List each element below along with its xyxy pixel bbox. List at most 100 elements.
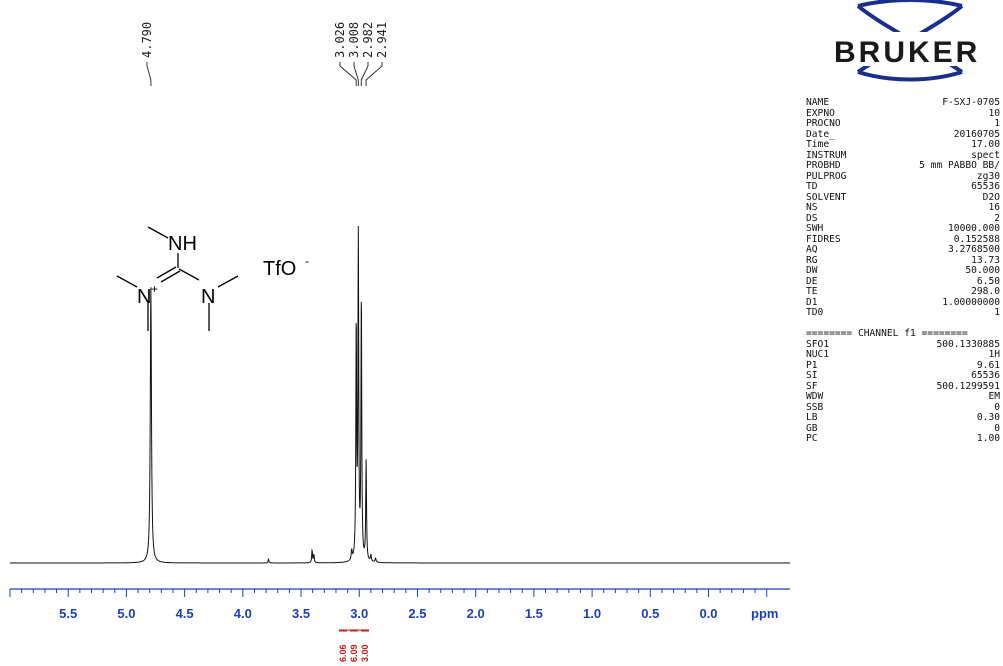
parameter-value: 0.152588 (953, 233, 1000, 245)
ppm-axis: ppm 5.5 5.0 4.5 4.0 3.5 3.0 2.5 2.0 1.5 1.0 0.5 0.0 (9, 588, 790, 621)
parameter-name: PC (806, 433, 818, 444)
parameter-value: 9.61 (976, 359, 1000, 371)
parameter-name: DW (806, 265, 818, 276)
axis-tick-label: 1.5 (525, 606, 543, 621)
parameter-name: NUC1 (806, 349, 830, 360)
peak-label: 3.008 (347, 22, 361, 86)
parameter-row: SI 65536 (806, 370, 1003, 382)
parameter-name: SF (806, 380, 818, 392)
parameter-name: AQ (806, 244, 818, 255)
atom-charge-plus: + (151, 282, 158, 296)
parameter-name: TD0 (806, 307, 824, 318)
parameter-row: AQ3.2768500sec (806, 244, 1003, 256)
parameter-row: TD0 1 (806, 307, 1003, 319)
parameter-name: Time (806, 139, 830, 150)
logo-swoosh-d (857, 70, 963, 82)
parameter-value: 65536 (971, 181, 1000, 192)
axis-tick-label: 5.0 (117, 606, 135, 621)
parameter-row: LB0.30Hz (806, 412, 1003, 424)
spectrum-line (10, 225, 790, 564)
parameter-value: 500.1330885 (936, 338, 1000, 350)
parameter-name: TE (806, 286, 818, 297)
parameter-list-top: NAME F-SXJ-0705 EXPNO 10 PROCNO 1 Date_ 2016070… (806, 97, 1003, 319)
peak-label-connector (353, 62, 359, 86)
parameter-name: INSTRUM (806, 149, 847, 161)
parameter-row: EXPNO 10 (806, 107, 1003, 120)
parameter-row: DS 2 (806, 212, 1003, 225)
axis-tick-label: 3.5 (292, 606, 310, 621)
parameter-row: INSTRUM spect (806, 149, 1003, 162)
parameter-value: 65536 (971, 370, 1000, 381)
bond-n-left-methyl-a (116, 275, 138, 288)
bond-c-n-left-double-b (160, 270, 181, 283)
parameter-row: PULPROG zg30 (806, 170, 1003, 183)
parameter-value: 5 mm PABBO BB/ (919, 160, 1000, 171)
parameter-name: NAME (806, 97, 830, 108)
parameter-row: P19.61usec (806, 359, 1003, 372)
peak-label-text: 2.982 (361, 22, 375, 58)
molecule-structure: NH N + N TfO - (116, 226, 309, 331)
parameter-value: 17.00 (971, 139, 1000, 150)
bruker-logo: BRUKER (830, 0, 998, 82)
peak-label-connector (339, 62, 357, 86)
atom-n-right: N (201, 286, 215, 308)
parameter-name: PULPROG (806, 170, 847, 182)
counterion-charge: - (305, 254, 309, 268)
peak-label: 3.026 (333, 22, 357, 86)
bond-c-n-right (178, 268, 200, 281)
logo-swoosh-c (857, 0, 963, 8)
parameter-name: SFO1 (806, 338, 830, 350)
parameter-name: RG (806, 254, 818, 266)
parameter-value: 1 (994, 118, 1000, 129)
spectrum-trace (10, 225, 790, 564)
axis-tick-label: 1.0 (583, 606, 601, 621)
parameter-name: Date_ (806, 128, 835, 140)
parameter-row: RG 13.73 (806, 254, 1003, 267)
parameter-row: NUC1 1H (806, 349, 1003, 361)
parameter-row: NAME F-SXJ-0705 (806, 97, 1003, 109)
parameter-row: Date_ 20160705 (806, 128, 1003, 141)
parameter-name: DE (806, 275, 818, 287)
bond-nh-methyl (147, 226, 169, 239)
parameter-row: PROCNO 1 (806, 118, 1003, 130)
parameter-list-channel: SFO1500.1330885MHzNUC11HP19.61usecSI6553… (806, 338, 1003, 445)
peak-label: 2.982 (360, 22, 375, 86)
channel-header: ======== CHANNEL f1 ======== (806, 328, 968, 339)
parameter-value: spect (971, 149, 1000, 161)
parameter-row: GB 0 (806, 422, 1003, 435)
parameter-value: 298.0 (971, 286, 1000, 297)
logo-text: BRUKER (834, 36, 980, 69)
axis-tick-label: 2.5 (408, 606, 426, 621)
axis-tick-label: 0.5 (641, 606, 659, 621)
integral-value: 6.06 (338, 644, 348, 662)
peak-label-connector (360, 62, 369, 86)
integral-value: 6.09 (349, 644, 359, 662)
parameter-name: GB (806, 422, 818, 434)
integral-marker: 6.09 (349, 630, 359, 662)
parameter-value: 1.00 (976, 433, 1000, 444)
parameter-name: PROBHD (806, 160, 841, 171)
bond-c-n-left-double-a (156, 266, 177, 279)
parameter-name: FIDRES (806, 233, 841, 245)
parameter-value: 10 (988, 107, 1000, 119)
parameter-name: SWH (806, 223, 824, 234)
peak-label: 4.790 (140, 22, 154, 86)
peak-label-text: 3.008 (347, 22, 361, 58)
parameter-value: 13.73 (971, 254, 1000, 266)
peak-label-text: 2.941 (375, 22, 389, 58)
parameter-value: 6.50 (976, 275, 1000, 287)
axis-tick-label: 4.5 (176, 606, 194, 621)
parameter-row: WDW EM (806, 391, 1003, 403)
parameter-row: SOLVENT D2O (806, 192, 1003, 204)
parameter-row: PC 1.00 (806, 433, 1003, 445)
parameter-row: TD 65536 (806, 181, 1003, 193)
parameter-value: 16 (988, 202, 1000, 213)
integral-labels: 6.06 6.09 3.00 (338, 629, 370, 662)
parameter-name: DS (806, 212, 818, 224)
parameter-row: PROBHD 5 mm PABBO BB/ (806, 160, 1003, 172)
parameter-value: 2 (994, 212, 1000, 224)
